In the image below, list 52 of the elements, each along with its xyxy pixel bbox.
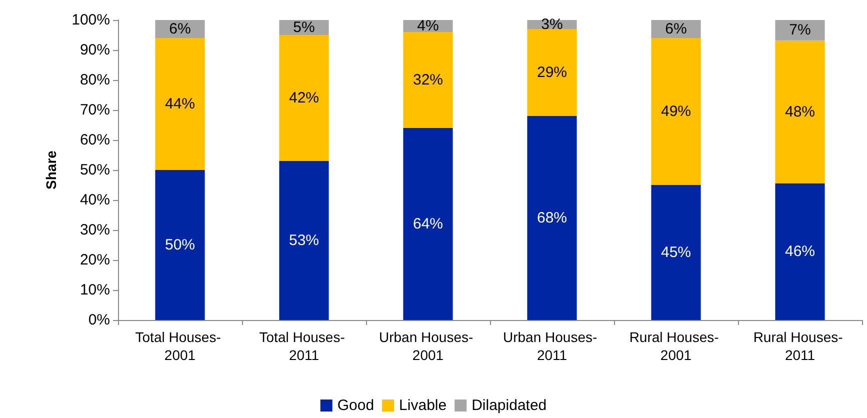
y-tick-label: 80% [80,72,110,88]
legend-label: Dilapidated [472,397,547,414]
data-label: 50% [164,236,196,254]
data-label: 42% [288,90,320,106]
data-label: 6% [169,20,191,38]
bar [775,20,825,40]
y-axis-title: Share [43,150,59,190]
bar [651,185,701,320]
x-tick-label: Total Houses- 2001 [135,329,225,363]
bar [775,183,825,320]
bar [403,128,453,320]
x-tick-label: Total Houses- 2011 [259,329,349,363]
bar [527,116,577,320]
y-tick-label: 60% [80,132,110,148]
data-label: 7% [789,22,811,39]
y-tick-label: 70% [80,102,110,118]
y-tick-label: 10% [80,282,110,298]
y-tick-label: 50% [80,162,110,178]
data-label: 29% [536,64,568,81]
y-tick-label: 20% [80,252,110,268]
x-tick-label: Rural Houses- 2001 [629,329,723,363]
data-label: 64% [412,216,444,232]
data-label: 6% [665,20,687,38]
x-tick-label: Urban Houses- 2011 [502,329,602,363]
y-tick-label: 40% [80,192,110,208]
bar [775,40,825,184]
bar [155,170,205,320]
y-tick-label: 0% [88,312,110,328]
bar [279,35,329,161]
bar [527,29,577,116]
bar [155,38,205,170]
data-label: 32% [412,72,444,88]
data-label: 45% [660,244,692,261]
data-label: 3% [541,16,563,33]
data-label: 44% [164,96,196,112]
bar [279,161,329,320]
legend-label: Good [337,397,374,414]
data-label: 5% [293,19,315,36]
legend-label: Livable [399,397,447,414]
data-label: 53% [288,232,320,249]
y-tick-label: 100% [72,12,110,28]
x-tick-label: Urban Houses- 2001 [378,329,478,363]
x-tick-label: Rural Houses- 2011 [753,329,847,363]
bar [651,38,701,185]
y-tick-label: 30% [80,222,110,238]
data-label: 49% [660,103,692,120]
y-tick-label: 90% [80,42,110,58]
data-label: 68% [536,210,568,226]
data-label: 48% [784,103,816,120]
bar [403,32,453,128]
data-label: 46% [784,243,816,260]
data-label: 4% [417,18,439,34]
